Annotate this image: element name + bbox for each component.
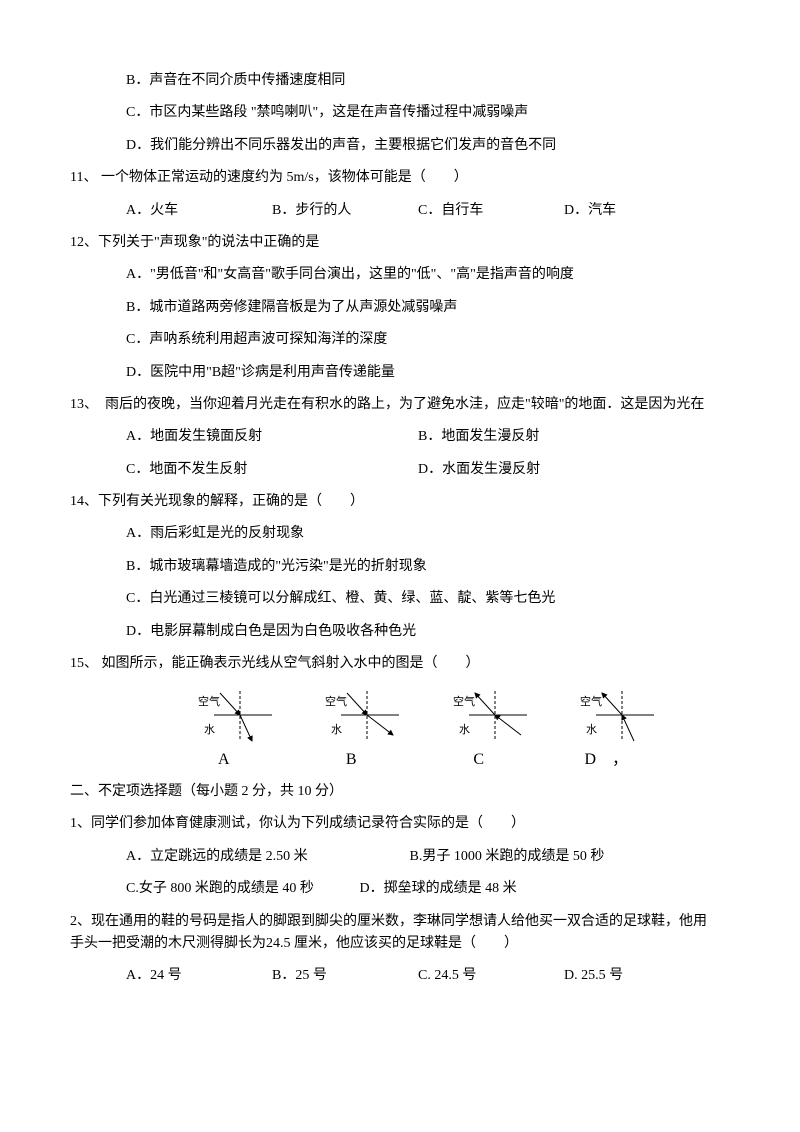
q10-option-d: D．我们能分辨出不同乐器发出的声音，主要根据它们发声的音色不同 (70, 135, 710, 157)
s2q1-option-a: A．立定跳远的成绩是 2.50 米 (126, 846, 406, 868)
water-label: 水 (459, 723, 470, 736)
s2q1-option-d: D．掷垒球的成绩是 48 米 (360, 881, 517, 896)
s2q2-option-b: B．25 号 (272, 965, 418, 987)
refraction-icon: 空气 水 (556, 685, 656, 745)
q14-stem: 14、下列有关光现象的解释，正确的是（ ） (70, 491, 710, 513)
q15-label-d: D ， (543, 747, 671, 773)
q12-stem: 12、下列关于"声现象"的说法中正确的是 (70, 232, 710, 254)
refraction-icon: 空气 水 (301, 685, 401, 745)
q11-option-d: D．汽车 (564, 200, 710, 222)
water-label: 水 (204, 723, 215, 736)
air-label: 空气 (580, 694, 602, 708)
q13-options-row2: C．地面不发生反射 D．水面发生漫反射 (70, 459, 710, 481)
q11-stem: 11、 一个物体正常运动的速度约为 5m/s，该物体可能是（ ） (70, 167, 710, 189)
q15-label-a: A (160, 747, 288, 773)
q14-option-b: B．城市玻璃幕墙造成的"光污染"是光的折射现象 (70, 556, 710, 578)
s2q1-stem: 1、同学们参加体育健康测试，你认为下列成绩记录符合实际的是（ ） (70, 813, 710, 835)
s2q1-option-b: B.男子 1000 米跑的成绩是 50 秒 (410, 849, 605, 864)
q10-option-c: C．市区内某些路段 "禁鸣喇叭"，这是在声音传播过程中减弱噪声 (70, 102, 710, 124)
q11-option-a: A．火车 (126, 200, 272, 222)
q15-diagrams: 空气 水 空气 水 空气 水 空气 (70, 685, 710, 745)
s2q1-option-c: C.女子 800 米跑的成绩是 40 秒 (126, 878, 356, 900)
q11-option-c: C．自行车 (418, 200, 564, 222)
s2q1-row1: A．立定跳远的成绩是 2.50 米 B.男子 1000 米跑的成绩是 50 秒 (70, 846, 710, 868)
q15-diagram-c: 空气 水 (429, 685, 529, 745)
s2q1-row2: C.女子 800 米跑的成绩是 40 秒 D．掷垒球的成绩是 48 米 (70, 878, 710, 900)
q13-option-c: C．地面不发生反射 (126, 459, 418, 481)
q13-options-row1: A．地面发生镜面反射 B．地面发生漫反射 (70, 426, 710, 448)
section2-head: 二、不定项选择题（每小题 2 分，共 10 分） (70, 781, 710, 803)
s2q2-option-d: D. 25.5 号 (564, 965, 710, 987)
air-label: 空气 (453, 694, 475, 708)
q15-labels: A B C D ， (70, 747, 710, 773)
q14-option-a: A．雨后彩虹是光的反射现象 (70, 523, 710, 545)
q13-option-b: B．地面发生漫反射 (418, 426, 710, 448)
q14-option-d: D．电影屏幕制成白色是因为白色吸收各种色光 (70, 621, 710, 643)
q15-stem: 15、 如图所示，能正确表示光线从空气斜射入水中的图是（ ） (70, 653, 710, 675)
q11-options: A．火车 B．步行的人 C．自行车 D．汽车 (70, 200, 710, 222)
q15-label-b: B (288, 747, 416, 773)
q15-label-c: C (415, 747, 543, 773)
s2q2-option-a: A．24 号 (126, 965, 272, 987)
water-label: 水 (331, 723, 342, 736)
q15-diagram-a: 空气 水 (174, 685, 274, 745)
water-label: 水 (586, 723, 597, 736)
q13-stem: 13、 雨后的夜晚，当你迎着月光走在有积水的路上，为了避免水洼，应走"较暗"的地… (70, 394, 710, 416)
q15-diagram-b: 空气 水 (301, 685, 401, 745)
q10-option-b: B．声音在不同介质中传播速度相同 (70, 70, 710, 92)
q12-option-a: A．"男低音"和"女高音"歌手同台演出，这里的"低"、"高"是指声音的响度 (70, 264, 710, 286)
q13-option-a: A．地面发生镜面反射 (126, 426, 418, 448)
s2q2-options: A．24 号 B．25 号 C. 24.5 号 D. 25.5 号 (70, 965, 710, 987)
q12-option-b: B．城市道路两旁修建隔音板是为了从声源处减弱噪声 (70, 297, 710, 319)
q12-option-c: C．声呐系统利用超声波可探知海洋的深度 (70, 329, 710, 351)
s2q2-option-c: C. 24.5 号 (418, 965, 564, 987)
air-label: 空气 (325, 694, 347, 708)
s2q2-stem: 2、现在通用的鞋的号码是指人的脚跟到脚尖的厘米数，李琳同学想请人给他买一双合适的… (70, 911, 710, 956)
q11-option-b: B．步行的人 (272, 200, 418, 222)
q14-option-c: C．白光通过三棱镜可以分解成红、橙、黄、绿、蓝、靛、紫等七色光 (70, 588, 710, 610)
q15-diagram-d: 空气 水 (556, 685, 656, 745)
refraction-icon: 空气 水 (174, 685, 274, 745)
refraction-icon: 空气 水 (429, 685, 529, 745)
q13-option-d: D．水面发生漫反射 (418, 459, 710, 481)
air-label: 空气 (198, 694, 220, 708)
q12-option-d: D．医院中用"B超"诊病是利用声音传递能量 (70, 362, 710, 384)
